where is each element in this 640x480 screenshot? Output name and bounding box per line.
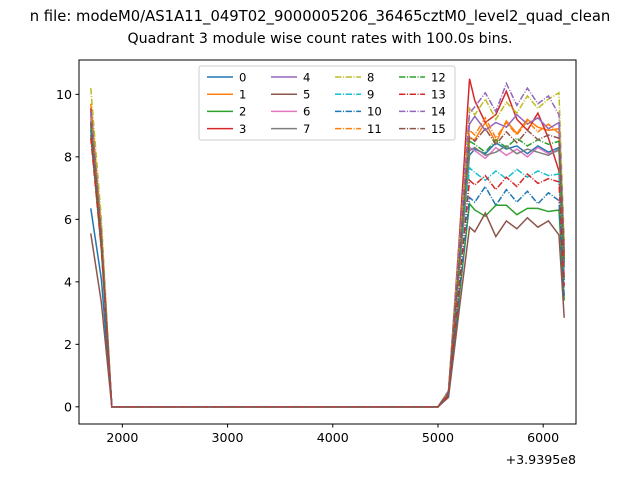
axes-spines [78, 59, 577, 425]
x-tick-label: 2000 [106, 430, 138, 445]
legend-label-7[interactable]: 7 [303, 122, 310, 136]
x-axis-ticks: 2000 3000 4000 5000 6000 [106, 424, 559, 445]
data-line-7 [90, 120, 565, 408]
data-line-9 [90, 127, 565, 408]
x-tick-label: 3000 [212, 430, 244, 445]
legend-label-2[interactable]: 2 [239, 105, 246, 119]
legend-label-13[interactable]: 13 [431, 88, 446, 102]
figure-suptitle: n file: modeM0/AS1A11_049T02_9000005206_… [29, 8, 611, 25]
y-tick-label: 8 [64, 149, 72, 164]
legend-label-6[interactable]: 6 [303, 105, 310, 119]
x-tick-label: 5000 [422, 430, 454, 445]
legend-background [198, 65, 456, 141]
legend-label-10[interactable]: 10 [367, 105, 382, 119]
data-line-15 [90, 122, 565, 408]
x-tick-label: 4000 [317, 430, 349, 445]
data-line-14 [90, 81, 565, 408]
data-line-11 [90, 114, 565, 408]
legend-label-3[interactable]: 3 [239, 122, 246, 136]
legend-label-12[interactable]: 12 [431, 70, 446, 84]
legend-label-8[interactable]: 8 [367, 70, 374, 84]
x-tick-label: 6000 [527, 430, 559, 445]
legend-label-15[interactable]: 15 [431, 122, 446, 136]
data-line-6 [90, 117, 565, 408]
data-line-5 [90, 211, 565, 408]
y-tick-label: 2 [64, 337, 72, 352]
legend-label-1[interactable]: 1 [239, 88, 246, 102]
data-line-4 [90, 113, 565, 408]
legend-label-0[interactable]: 0 [239, 70, 246, 84]
y-tick-label: 10 [56, 87, 72, 102]
axes-title: Quadrant 3 module wise count rates with … [127, 31, 513, 47]
y-tick-label: 0 [64, 399, 72, 414]
data-lines-group [90, 78, 565, 408]
legend-label-14[interactable]: 14 [431, 105, 446, 119]
legend-label-11[interactable]: 11 [367, 122, 382, 136]
y-tick-label: 6 [64, 212, 72, 227]
data-line-13 [90, 138, 565, 408]
data-line-12 [90, 123, 565, 408]
data-line-2 [90, 134, 565, 408]
legend-label-4[interactable]: 4 [303, 70, 310, 84]
y-tick-label: 4 [64, 274, 72, 289]
legend-label-9[interactable]: 9 [367, 88, 374, 102]
x-axis-offset-text: +3.9395e8 [506, 452, 576, 467]
y-axis-ticks: 0 2 4 6 8 10 [56, 87, 79, 414]
data-line-0 [90, 141, 565, 408]
legend-label-5[interactable]: 5 [303, 88, 310, 102]
data-line-10 [90, 130, 565, 408]
